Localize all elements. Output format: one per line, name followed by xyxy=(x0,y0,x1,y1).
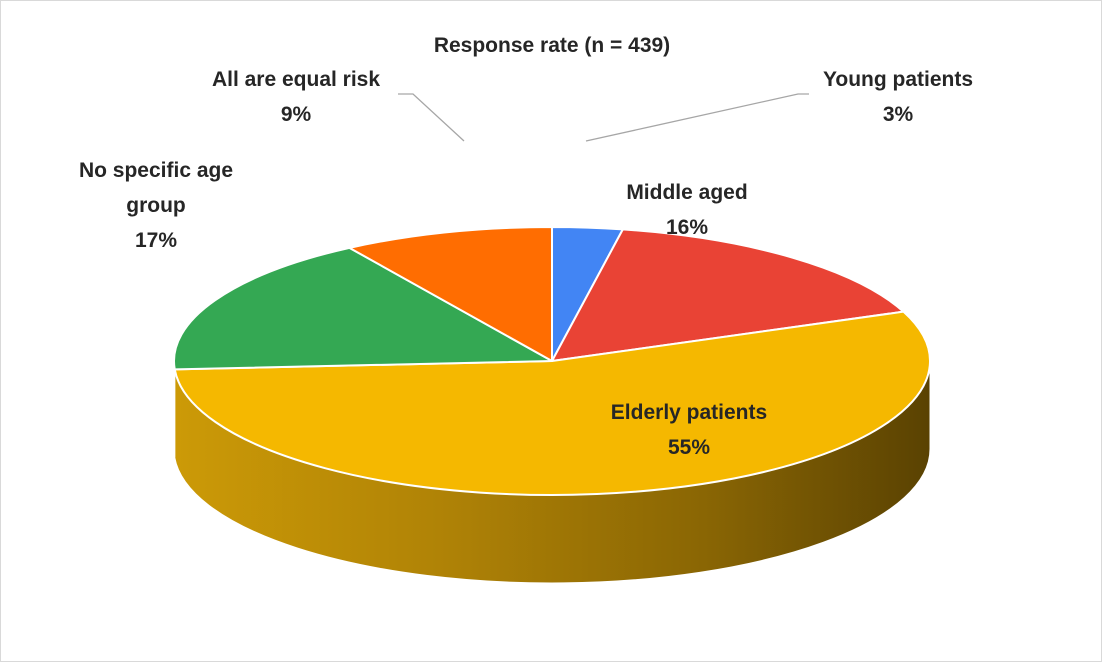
pie-slice-all-are-equal-risk xyxy=(348,226,553,362)
pie-side-no-specific-age-group xyxy=(173,360,176,458)
slice-label-all-are-equal-risk: All are equal risk 9% xyxy=(212,68,380,126)
slice-value-middle-aged: 16% xyxy=(666,216,708,239)
pie-slice-elderly-patients xyxy=(173,310,931,496)
chart-title: Response rate (n = 439) xyxy=(434,34,670,57)
slice-label-young-patients: Young patients 3% xyxy=(823,68,973,126)
slice-label-no-specific-age-group: No specific age group 17% xyxy=(79,159,233,252)
leader-line-all-are-equal-risk xyxy=(398,93,465,142)
pie-slice-no-specific-age-group xyxy=(173,246,553,371)
pie-slice-middle-aged xyxy=(551,228,905,362)
leader-line-young-patients xyxy=(585,93,809,142)
slice-value-all-are-equal-risk: 9% xyxy=(281,103,312,126)
leader-lines xyxy=(398,93,809,142)
slice-value-no-specific-age-group: 17% xyxy=(135,229,177,252)
slice-value-young-patients: 3% xyxy=(883,103,914,126)
slice-label-elderly-patients: Elderly patients 55% xyxy=(611,401,767,459)
slice-label-middle-aged: Middle aged 16% xyxy=(626,181,747,239)
pie-top xyxy=(173,226,931,496)
slice-labels: Young patients 3% Middle aged 16% Elderly pa… xyxy=(79,68,973,459)
slice-value-elderly-patients: 55% xyxy=(668,436,710,459)
